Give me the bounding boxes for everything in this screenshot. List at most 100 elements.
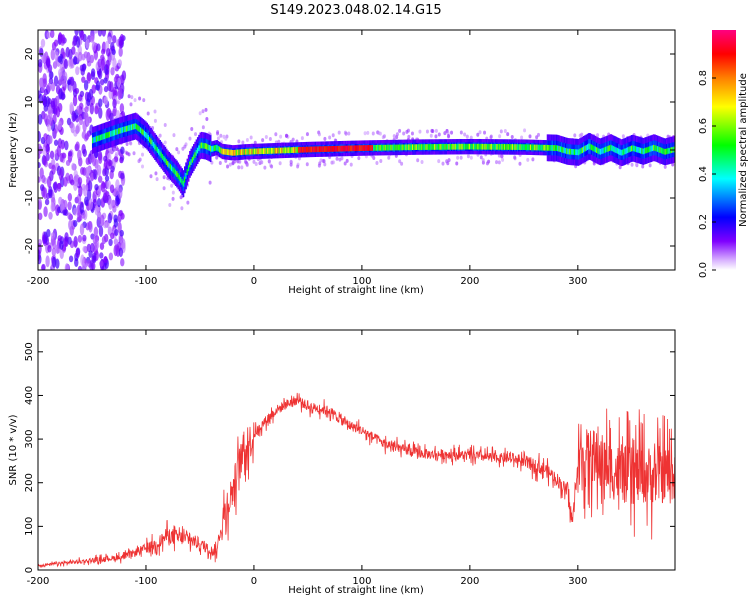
colorbar-tick-label: 0.6 — [698, 118, 709, 134]
spectrogram-ridge-core — [228, 149, 230, 156]
spectrogram-ridge-core — [163, 155, 165, 162]
spectrogram-noise-blob — [109, 184, 115, 194]
spectrogram-ridge-core — [505, 144, 507, 150]
spectrogram-faint-blob — [179, 195, 183, 200]
spectrogram-noise-blob — [76, 105, 81, 114]
spectrogram-noise-blob — [42, 73, 47, 84]
spectrogram-ridge-core — [593, 145, 595, 152]
spectrogram-noise-blob — [38, 176, 41, 183]
spectrogram-faint-blob — [130, 95, 134, 100]
spectrogram-faint-blob — [630, 162, 634, 167]
spectrogram-faint-blob — [245, 137, 249, 142]
spectrogram-ridge-core — [358, 145, 361, 152]
spectrogram-noise-blob — [88, 198, 94, 210]
spectrogram-ridge-core — [292, 147, 295, 153]
spectrogram-faint-blob — [463, 132, 467, 137]
spectrogram-ridge-core — [483, 143, 485, 150]
spectrogram-ridge-core — [137, 125, 139, 131]
spectrogram-ytick-label: 20 — [24, 48, 35, 61]
spectrogram-ridge-core — [659, 147, 662, 153]
spectrogram-ridge-core — [629, 146, 632, 152]
spectrogram-faint-blob — [506, 132, 510, 137]
spectrogram-noise-blob — [118, 247, 124, 258]
spectrogram-faint-blob — [340, 156, 344, 161]
spectrogram-noise-blob — [89, 102, 94, 115]
spectrogram-noise-blob — [57, 182, 62, 190]
spectrogram-ridge-core — [180, 176, 182, 183]
spectrogram-ridge-core — [273, 147, 275, 154]
spectrogram-ridge-core — [124, 126, 126, 133]
spectrogram-ridge-core — [389, 144, 392, 151]
spectrogram-ridge-core — [238, 149, 240, 156]
spectrogram-noise-blob — [86, 98, 91, 107]
spectrogram-ridge-core — [312, 146, 314, 153]
spectrogram-ridge-core — [379, 144, 382, 151]
spectrogram-noise-blob — [101, 236, 107, 245]
spectrogram-faint-blob — [459, 155, 463, 160]
spectrogram-ridge-core — [178, 174, 181, 181]
spectrogram-noise-blob — [107, 36, 112, 44]
spectrogram-ridge-core — [156, 147, 159, 153]
spectrogram-noise-blob — [121, 70, 127, 81]
spectrogram-ridge-core — [279, 147, 282, 154]
spectrogram-ridge-core — [357, 145, 360, 152]
spectrogram-faint-blob — [382, 134, 386, 139]
spectrogram-ridge-core — [202, 142, 204, 149]
spectrogram-noise-blob — [70, 122, 75, 134]
spectrogram-ridge-core — [515, 144, 518, 150]
spectrogram-ridge-core — [576, 149, 579, 156]
spectrogram-ridge-core — [193, 154, 195, 161]
spectrogram-ridge-core — [225, 149, 228, 155]
spectrogram-noise-blob — [72, 94, 78, 107]
spectrogram-ridge-core — [314, 146, 317, 153]
spectrogram-ridge-core — [322, 146, 325, 153]
snr-ytick-label: 200 — [24, 473, 35, 492]
spectrogram-noise-blob — [77, 235, 83, 243]
spectrogram-ridge-core — [198, 145, 200, 152]
spectrogram-ridge-core — [111, 130, 114, 137]
spectrogram-noise-blob — [85, 157, 90, 165]
spectrogram-noise-blob — [95, 80, 101, 92]
spectrogram-noise-blob — [113, 238, 119, 246]
spectrogram-ridge-core — [167, 160, 169, 167]
spectrogram-ridge-core — [413, 144, 415, 151]
snr-panel: -200 -100 0 100 200 300 0 100 200 300 400 500 Heigh… — [8, 329, 676, 596]
spectrogram-ridge-core — [625, 147, 628, 154]
spectrogram-faint-blob — [245, 163, 249, 168]
spectrogram-ridge-core — [597, 147, 599, 154]
spectrogram-ridge-core — [529, 144, 532, 151]
spectrogram-faint-blob — [186, 200, 190, 205]
spectrogram-faint-blob — [188, 136, 192, 141]
spectrogram-ridge-core — [239, 149, 242, 156]
spectrogram-faint-blob — [648, 163, 652, 168]
spectrogram-ridge-core — [91, 137, 94, 144]
spectrogram-ridge-core — [240, 149, 243, 155]
spectrogram-ridge-core — [550, 145, 553, 151]
spectrogram-faint-blob — [523, 128, 527, 133]
spectrogram-ridge-core — [406, 144, 409, 151]
spectrogram-ytick-label: 10 — [24, 96, 35, 109]
spectrogram-noise-blob — [103, 77, 108, 84]
spectrogram-noise-blob — [50, 82, 56, 92]
spectrogram-faint-blob — [226, 164, 230, 169]
spectrogram-noise-blob — [62, 209, 67, 216]
spectrogram-ridge-core — [663, 148, 665, 155]
spectrogram-ridge-core — [610, 144, 612, 151]
spectrogram-noise-blob — [67, 212, 72, 220]
spectrogram-noise-blob — [96, 197, 102, 208]
spectrogram-faint-blob — [205, 116, 209, 121]
spectrogram-ridge-core — [445, 143, 448, 150]
spectrogram-noise-blob — [91, 156, 97, 167]
spectrogram-noise-blob — [119, 229, 124, 237]
spectrogram-ytick-label: 0 — [24, 147, 35, 153]
spectrogram-ridge-core — [642, 148, 645, 155]
spectrogram-faint-blob — [663, 164, 667, 169]
spectrogram-faint-blob — [392, 134, 396, 139]
spectrogram-faint-blob — [455, 161, 459, 166]
spectrogram-faint-blob — [233, 159, 237, 164]
spectrogram-ridge-core — [213, 145, 216, 152]
spectrogram-ridge-core — [466, 143, 469, 150]
colorbar-label: Normalized spectral amplitude — [738, 73, 749, 227]
snr-ticks: -200 -100 0 100 200 300 0 100 200 300 400 500 — [24, 330, 675, 587]
